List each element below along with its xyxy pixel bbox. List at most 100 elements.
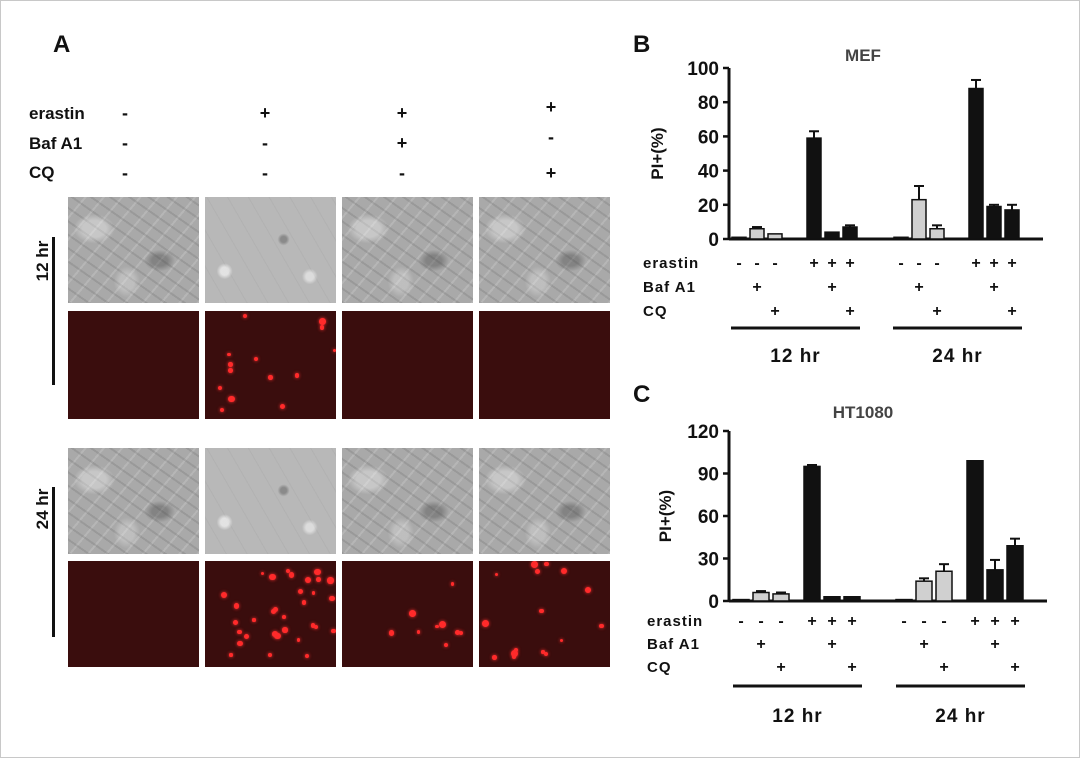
micrograph-pi-24hr-erastin-bafa1 [342,561,473,667]
pi-positive-cell [313,624,318,630]
factor-sign: - [754,255,759,272]
y-tick-label: 0 [708,230,719,251]
y-tick-label: 100 [687,59,719,80]
panel-c-label: C [633,381,651,408]
bar [929,227,945,240]
pi-positive-cell [331,628,336,634]
sign: + [396,103,408,123]
pi-positive-cell [272,607,278,613]
bar [806,137,822,240]
sign: + [545,97,557,117]
pi-positive-cell [494,573,498,577]
pi-positive-cell [227,352,231,357]
micrograph-phase-24hr-erastin-bafa1 [342,448,473,554]
factor-sign: - [901,613,906,630]
factor-sign: + [914,279,923,296]
pi-positive-cell [228,362,233,367]
pi-positive-cell [302,600,307,605]
pi-positive-cell [539,608,544,614]
time-bracket-12hr [52,237,55,385]
group-label: 12 hr [772,706,822,726]
y-tick-label: 60 [698,127,719,148]
sign: - [399,163,405,183]
pi-positive-cell [481,620,489,627]
pi-positive-cell [286,568,291,573]
factor-sign: + [989,279,998,296]
bar [842,226,858,240]
bar [935,570,953,602]
pi-positive-cell [435,624,439,629]
micrograph-pi-12hr-erastin-cq [479,311,610,419]
factor-sign: - [934,255,939,272]
pi-positive-cell [268,375,273,380]
pi-positive-cell [559,639,563,643]
micrograph-pi-12hr-control [68,311,199,419]
bar [803,465,821,602]
micrograph-phase-12hr-erastin-cq [479,197,610,303]
pi-positive-cell [297,589,304,595]
pi-positive-cell [584,587,591,593]
sign: + [396,133,408,153]
pi-positive-cell [541,650,545,654]
y-tick-label: 120 [687,422,719,443]
y-tick-label: 0 [708,592,719,613]
pi-positive-cell [260,572,264,576]
pi-positive-cell [279,403,286,410]
factor-sign: + [847,659,856,676]
pi-positive-cell [281,615,286,619]
pi-positive-cell [314,568,321,576]
micrograph-phase-24hr-control [68,448,199,554]
y-axis-label: PI+(%) [648,127,667,179]
pi-positive-cell [511,654,517,659]
bar [752,591,770,602]
condition-label-erastin: erastin [29,104,85,123]
factor-label: CQ [643,303,668,320]
factor-sign: + [932,303,941,320]
factor-sign: + [845,255,854,272]
bar [767,233,783,240]
pi-positive-cell [332,348,336,353]
bar [1004,209,1020,240]
pi-positive-cell [513,647,519,653]
pi-positive-cell [543,652,548,657]
sign: - [122,163,128,183]
factor-sign: + [989,255,998,272]
pi-positive-cell [233,603,240,609]
pi-positive-cell [272,630,278,637]
micrograph-pi-24hr-control [68,561,199,667]
micrograph-pi-12hr-erastin-bafa1 [342,311,473,419]
time-bracket-24hr [52,487,55,637]
factor-sign: - [772,255,777,272]
condition-label-bafa1: Baf A1 [29,134,83,153]
bar [968,87,984,240]
factor-sign: - [916,255,921,272]
micrograph-pi-12hr-erastin [205,311,336,419]
bar [749,227,765,240]
pi-positive-cell [534,568,541,574]
factor-sign: + [971,255,980,272]
factor-sign: - [778,613,783,630]
panel-b-label: B [633,31,651,58]
time-label-12hr: 12 hr [33,240,52,282]
pi-positive-cell [319,325,325,330]
pi-positive-cell [252,618,256,622]
pi-positive-cell [294,373,300,378]
micrograph-phase-24hr-erastin-cq [479,448,610,554]
pi-positive-cell [319,318,327,325]
factor-label: erastin [647,613,703,630]
factor-sign: + [1007,255,1016,272]
pi-positive-cell [228,368,234,373]
bar [843,596,861,602]
y-tick-label: 90 [698,465,719,486]
bar [731,236,747,240]
factor-sign: + [827,279,836,296]
factor-sign: + [776,659,785,676]
pi-positive-cell [274,632,281,640]
pi-positive-cell [492,655,497,660]
pi-positive-cell [236,629,242,635]
factor-label: CQ [647,659,672,676]
pi-positive-cell [243,314,248,319]
factor-sign: - [941,613,946,630]
factor-sign: + [752,279,761,296]
